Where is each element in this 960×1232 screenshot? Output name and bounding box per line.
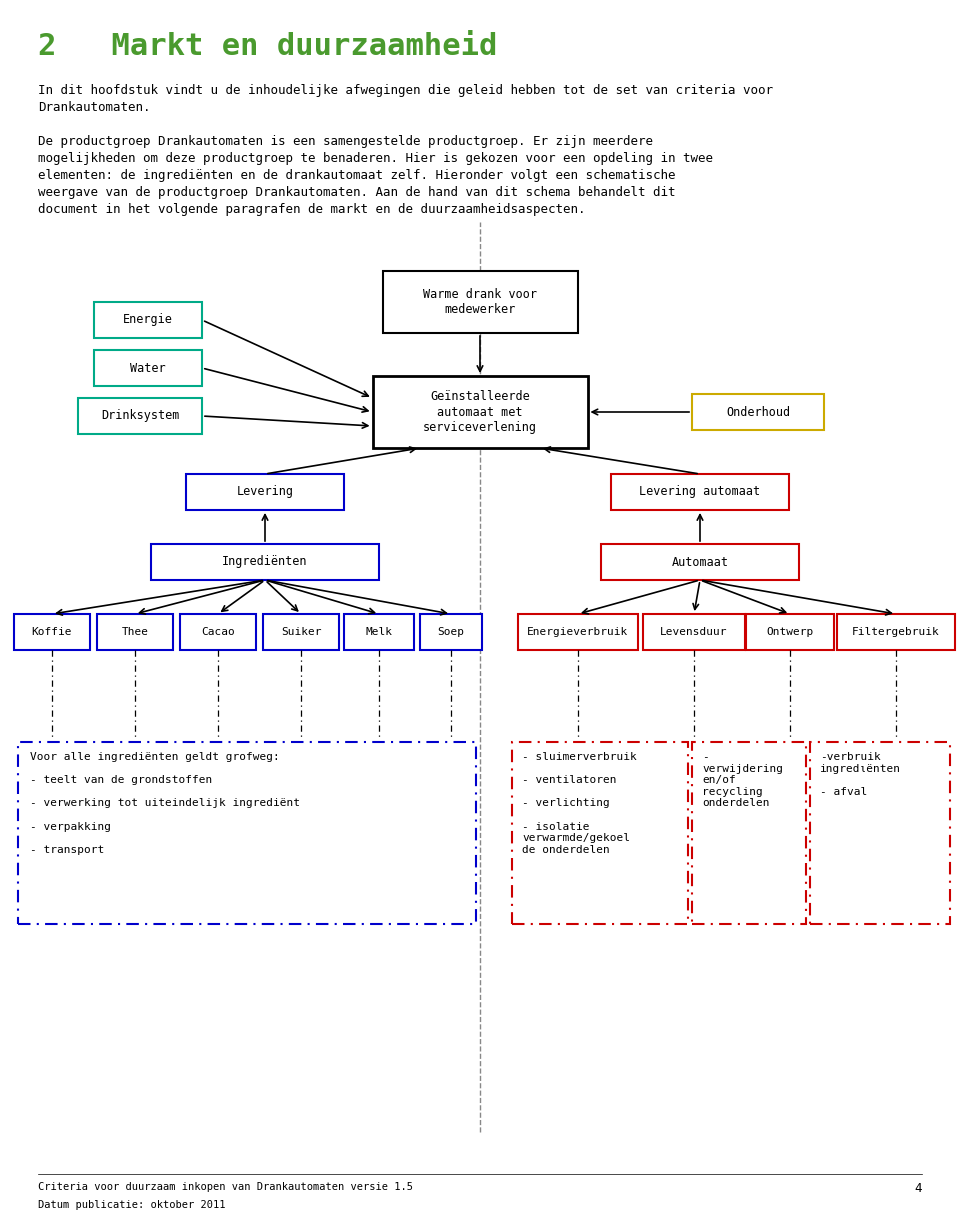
Text: mogelijkheden om deze productgroep te benaderen. Hier is gekozen voor een opdeli: mogelijkheden om deze productgroep te be…	[38, 152, 713, 165]
Bar	[611, 474, 789, 510]
Text: 2   Markt en duurzaamheid: 2 Markt en duurzaamheid	[38, 32, 497, 62]
Bar	[382, 271, 578, 333]
Bar	[180, 614, 256, 650]
Text: Datum publicatie: oktober 2011: Datum publicatie: oktober 2011	[38, 1200, 226, 1210]
Text: Soep: Soep	[438, 627, 465, 637]
Bar	[14, 614, 90, 650]
Bar	[643, 614, 745, 650]
Bar	[151, 545, 379, 580]
Bar	[94, 302, 202, 338]
Text: Cacao: Cacao	[202, 627, 235, 637]
Bar	[263, 614, 339, 650]
Bar	[186, 474, 344, 510]
Text: Energie: Energie	[123, 313, 173, 326]
Text: Ontwerp: Ontwerp	[766, 627, 814, 637]
Bar	[746, 614, 834, 650]
Text: -
verwijdering
en/of
recycling
onderdelen: - verwijdering en/of recycling onderdele…	[702, 752, 783, 808]
Text: In dit hoofdstuk vindt u de inhoudelijke afwegingen die geleid hebben tot de set: In dit hoofdstuk vindt u de inhoudelijke…	[38, 84, 773, 97]
Bar	[837, 614, 955, 650]
Bar	[692, 394, 824, 430]
Text: Levering: Levering	[236, 485, 294, 499]
Text: Water: Water	[131, 361, 166, 375]
Bar	[420, 614, 482, 650]
Bar	[692, 742, 806, 924]
Bar	[810, 742, 950, 924]
Text: Warme drank voor
medewerker: Warme drank voor medewerker	[423, 288, 537, 315]
Text: Ingrediënten: Ingrediënten	[223, 556, 308, 568]
Text: Voor alle ingrediënten geldt grofweg:

- teelt van de grondstoffen

- verwerking: Voor alle ingrediënten geldt grofweg: - …	[30, 752, 300, 855]
Text: Suiker: Suiker	[280, 627, 322, 637]
Bar	[97, 614, 173, 650]
Text: Energieverbruik: Energieverbruik	[527, 627, 629, 637]
Text: Drankautomaten.: Drankautomaten.	[38, 101, 151, 115]
Text: Geïnstalleerde
automaat met
serviceverlening: Geïnstalleerde automaat met serviceverle…	[423, 391, 537, 434]
Text: -verbruik
ingredιënten

- afval: -verbruik ingredιënten - afval	[820, 752, 901, 797]
Text: document in het volgende paragrafen de markt en de duurzaamheidsaspecten.: document in het volgende paragrafen de m…	[38, 203, 586, 216]
Bar	[78, 398, 202, 434]
Text: 4: 4	[915, 1181, 922, 1195]
Text: Filtergebruik: Filtergebruik	[852, 627, 940, 637]
Text: weergave van de productgroep Drankautomaten. Aan de hand van dit schema behandel: weergave van de productgroep Drankautoma…	[38, 186, 676, 200]
Text: Melk: Melk	[366, 627, 393, 637]
Text: De productgroep Drankautomaten is een samengestelde productgroep. Er zijn meerde: De productgroep Drankautomaten is een sa…	[38, 136, 653, 148]
Text: Onderhoud: Onderhoud	[726, 405, 790, 419]
Text: elementen: de ingrediënten en de drankautomaat zelf. Hieronder volgt een schemat: elementen: de ingrediënten en de drankau…	[38, 169, 676, 182]
Text: Levering automaat: Levering automaat	[639, 485, 760, 499]
Text: Koffie: Koffie	[32, 627, 72, 637]
Bar	[18, 742, 476, 924]
Text: Drinksystem: Drinksystem	[101, 409, 180, 423]
Text: Criteria voor duurzaam inkopen van Drankautomaten versie 1.5: Criteria voor duurzaam inkopen van Drank…	[38, 1181, 413, 1193]
Bar	[94, 350, 202, 386]
Text: Levensduur: Levensduur	[660, 627, 728, 637]
Bar	[601, 545, 799, 580]
Bar	[512, 742, 688, 924]
Bar	[372, 376, 588, 448]
Bar	[344, 614, 414, 650]
Text: - sluimerverbruik

- ventilatoren

- verlichting

- isolatie
verwarmde/gekoel
de: - sluimerverbruik - ventilatoren - verli…	[522, 752, 636, 855]
Text: Thee: Thee	[122, 627, 149, 637]
Bar	[518, 614, 638, 650]
Text: Automaat: Automaat	[671, 556, 729, 568]
